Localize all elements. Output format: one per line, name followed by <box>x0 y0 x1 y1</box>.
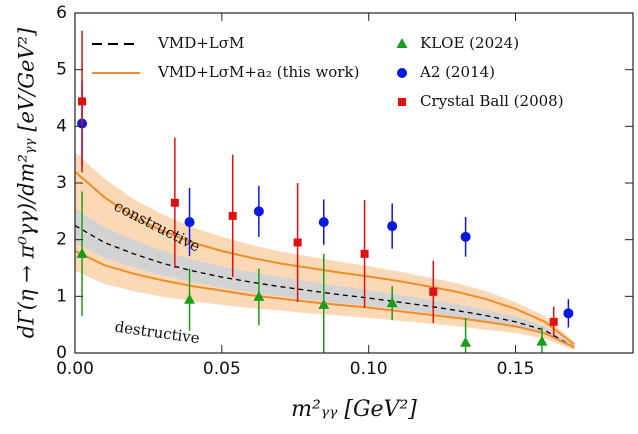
y-tick-label: 2 <box>56 230 67 250</box>
data-point <box>429 287 438 296</box>
data-point <box>293 238 302 247</box>
data-point <box>184 293 196 304</box>
legend-label: VMD+LσM+a₂ (this work) <box>157 63 359 81</box>
legend-label: Crystal Ball (2008) <box>420 92 564 110</box>
legend-swatch <box>397 68 407 78</box>
data-point <box>549 317 558 326</box>
legend-label: VMD+LσM <box>157 34 244 52</box>
band <box>75 151 575 351</box>
data-point <box>318 217 329 228</box>
data-point <box>170 198 179 207</box>
x-axis-label: m²ᵧᵧ [GeV²] <box>291 397 417 422</box>
y-tick-label: 1 <box>56 286 67 306</box>
data-point <box>253 290 265 301</box>
data-point <box>184 217 195 228</box>
data-point <box>228 211 237 220</box>
legend-swatch <box>398 98 406 106</box>
y-tick-label: 6 <box>56 3 67 23</box>
data-point <box>360 249 369 258</box>
band <box>75 208 575 350</box>
curve <box>75 170 575 346</box>
y-tick-label: 4 <box>56 116 67 136</box>
x-tick-label: 0.00 <box>56 359 94 379</box>
y-tick-label: 3 <box>56 173 67 193</box>
legend-swatch <box>396 38 408 48</box>
data-point <box>318 298 330 309</box>
plot-area <box>75 30 575 353</box>
data-point <box>387 221 398 232</box>
legend-label: KLOE (2024) <box>420 34 519 52</box>
x-tick-label: 0.05 <box>203 359 241 379</box>
legend-label: A2 (2014) <box>419 63 495 81</box>
data-point <box>253 206 264 217</box>
data-point <box>78 97 87 106</box>
x-tick-label: 0.10 <box>350 359 388 379</box>
data-point <box>460 336 472 347</box>
y-tick-label: 0 <box>56 343 67 363</box>
annotation: destructive <box>114 318 201 348</box>
y-axis-label: dΓ(η → π⁰γγ)/dm²ᵧᵧ [eV/GeV²] <box>15 27 39 338</box>
data-point <box>76 247 88 258</box>
x-tick-label: 0.15 <box>497 359 535 379</box>
data-point <box>460 231 471 242</box>
data-point <box>536 335 548 346</box>
data-point <box>563 308 574 319</box>
curve <box>75 224 575 348</box>
data-point <box>386 297 398 308</box>
y-tick-label: 5 <box>56 60 67 80</box>
